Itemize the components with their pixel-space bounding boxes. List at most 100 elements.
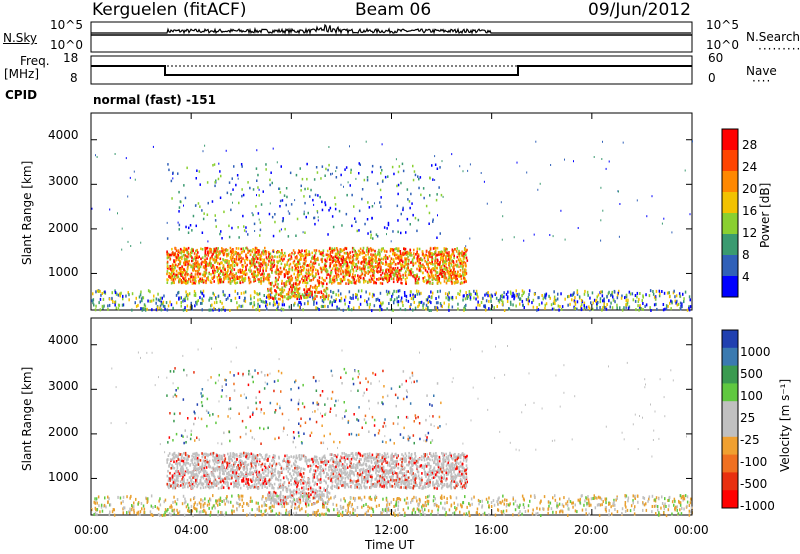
power-cell bbox=[255, 260, 258, 264]
velocity-cell bbox=[352, 511, 355, 515]
power-cell bbox=[214, 258, 216, 262]
velocity-cell bbox=[225, 497, 228, 500]
power-cell bbox=[182, 276, 184, 279]
power-cell bbox=[175, 258, 177, 262]
power-cell bbox=[186, 257, 188, 261]
power-cell bbox=[416, 257, 418, 260]
velocity-cell bbox=[241, 498, 243, 502]
power-cell bbox=[288, 278, 291, 281]
power-cell bbox=[340, 296, 343, 300]
velocity-cell bbox=[374, 498, 376, 502]
power-cell bbox=[272, 234, 275, 238]
power-cell bbox=[330, 272, 332, 275]
power-cell bbox=[175, 301, 178, 305]
power-cell bbox=[186, 166, 188, 170]
power-cell bbox=[214, 260, 217, 264]
power-cell bbox=[308, 288, 310, 291]
power-cell bbox=[206, 262, 209, 266]
power-cell bbox=[610, 301, 612, 305]
power-cell bbox=[178, 259, 181, 263]
velocity-cell bbox=[585, 496, 587, 500]
velocity-cell bbox=[442, 506, 444, 510]
velocity-cell bbox=[203, 467, 206, 470]
power-cell bbox=[329, 264, 331, 268]
power-cell bbox=[188, 292, 191, 296]
power-cell bbox=[406, 217, 409, 221]
power-cell bbox=[404, 258, 407, 261]
power-cell bbox=[464, 305, 466, 308]
power-cell bbox=[635, 308, 637, 312]
power-cell bbox=[213, 163, 216, 166]
power-cell bbox=[458, 260, 461, 263]
power-cell bbox=[297, 270, 299, 273]
power-cell bbox=[373, 276, 376, 279]
power-cell bbox=[389, 298, 392, 302]
power-cell bbox=[217, 250, 219, 254]
power-cell bbox=[651, 195, 653, 198]
velocity-cell bbox=[249, 496, 252, 500]
velocity-cell bbox=[663, 504, 665, 508]
power-cell bbox=[499, 297, 501, 301]
velocity-cell bbox=[632, 494, 634, 498]
power-cell bbox=[352, 258, 355, 262]
power-cell bbox=[312, 274, 314, 278]
power-cell bbox=[117, 307, 120, 311]
power-cell bbox=[294, 276, 297, 279]
power-cell bbox=[357, 253, 359, 257]
power-cell bbox=[289, 253, 291, 256]
power-cell bbox=[431, 164, 433, 167]
power-cell bbox=[556, 297, 559, 301]
power-cell bbox=[196, 248, 198, 252]
power-cell bbox=[257, 253, 259, 257]
velocity-cell bbox=[133, 510, 135, 514]
power-cell bbox=[232, 201, 233, 204]
power-cell bbox=[240, 251, 243, 254]
power-cell bbox=[196, 169, 198, 172]
power-cell bbox=[326, 273, 328, 276]
velocity-cell bbox=[133, 508, 135, 512]
power-cell bbox=[457, 307, 459, 311]
power-cell bbox=[447, 305, 450, 309]
power-cell bbox=[519, 297, 522, 301]
power-cell bbox=[322, 300, 325, 304]
power-cell bbox=[455, 296, 457, 300]
velocity-cell bbox=[323, 503, 325, 506]
velocity-cell bbox=[168, 512, 171, 516]
velocity-cell bbox=[93, 513, 95, 516]
power-cell bbox=[305, 285, 307, 288]
power-cell bbox=[235, 255, 238, 258]
power-cell bbox=[407, 266, 409, 269]
velocity-cell bbox=[109, 503, 112, 507]
power-cell bbox=[353, 254, 356, 257]
velocity-cell bbox=[227, 500, 230, 504]
velocity-cell bbox=[653, 498, 655, 502]
power-cell bbox=[227, 268, 229, 272]
power-cell bbox=[182, 308, 185, 312]
power-cell bbox=[663, 291, 666, 295]
power-cell bbox=[329, 206, 332, 210]
power-cell bbox=[317, 216, 319, 219]
velocity-cell bbox=[187, 468, 189, 472]
power-cell bbox=[243, 259, 246, 262]
power-cell bbox=[234, 296, 237, 300]
velocity-cell bbox=[176, 508, 178, 512]
power-cell bbox=[456, 279, 459, 283]
velocity-cell bbox=[512, 502, 515, 506]
power-cell bbox=[207, 275, 209, 279]
power-cell bbox=[480, 301, 483, 304]
power-cell bbox=[191, 259, 193, 263]
power-cell bbox=[397, 247, 400, 250]
power-cell bbox=[209, 296, 211, 300]
velocity-cell bbox=[397, 504, 400, 508]
power-cell bbox=[334, 207, 337, 211]
power-cell bbox=[634, 299, 637, 303]
power-cell bbox=[275, 300, 278, 304]
power-cell bbox=[389, 247, 392, 251]
velocity-cell bbox=[478, 502, 480, 506]
power-cell bbox=[115, 306, 118, 310]
velocity-cell bbox=[460, 504, 463, 508]
velocity-cell bbox=[100, 503, 103, 507]
velocity-cell bbox=[158, 507, 160, 511]
power-cell bbox=[454, 271, 456, 275]
velocity-cell bbox=[608, 502, 610, 506]
